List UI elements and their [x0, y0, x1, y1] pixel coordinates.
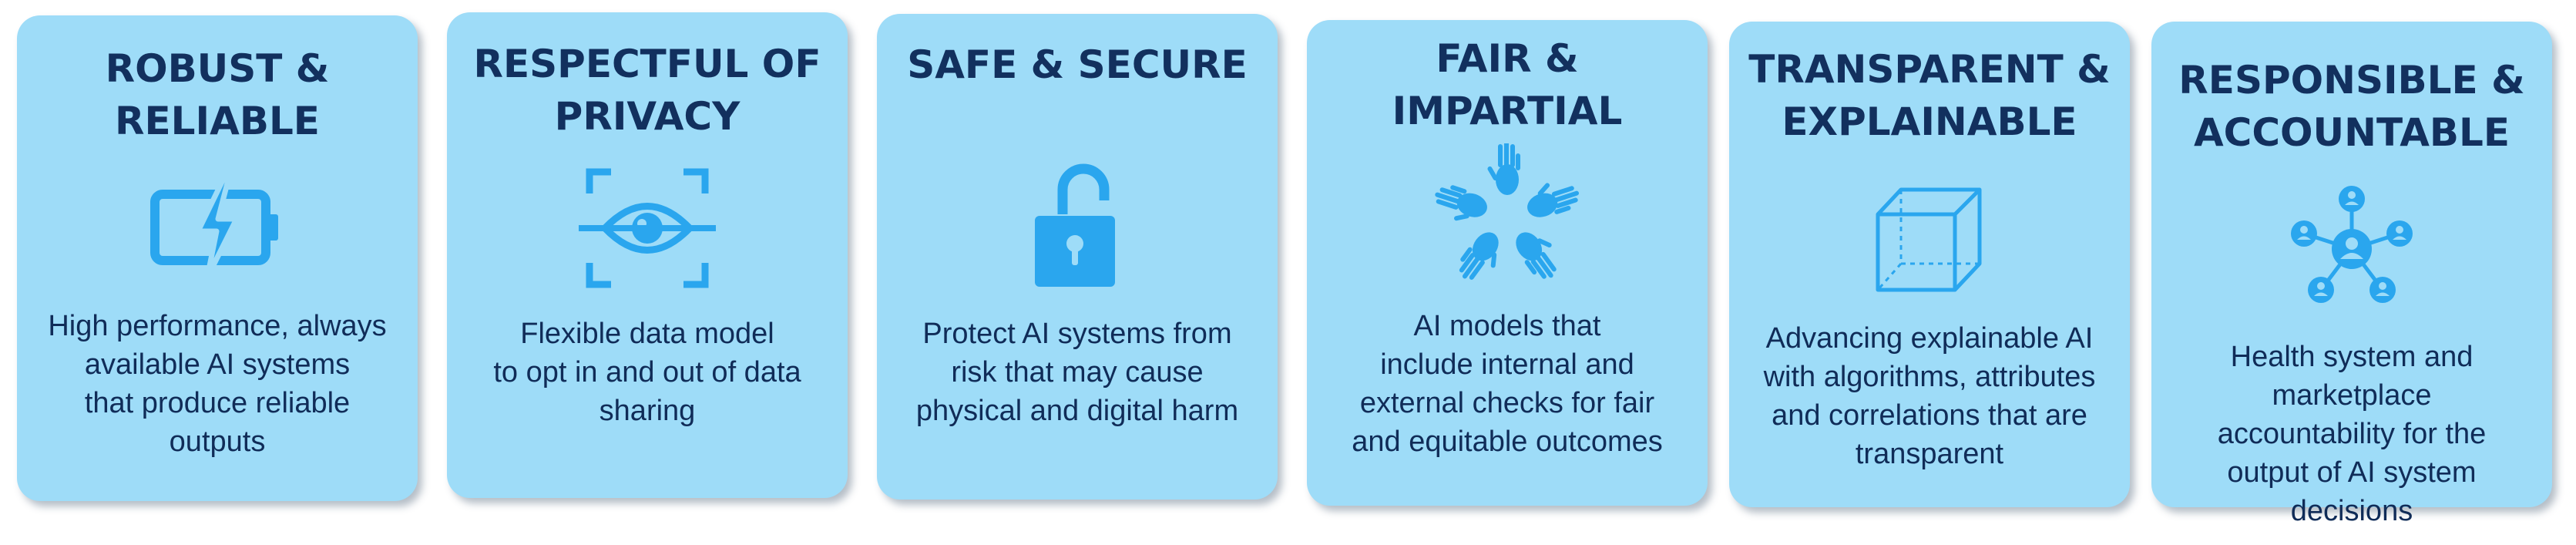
- card-description: Advancing explainable AI with algorithms…: [1763, 322, 2096, 470]
- card-title: SAFE & SECURE: [907, 42, 1248, 87]
- card-description: Health system and marketplace accountabi…: [2217, 341, 2487, 527]
- card-title: TRANSPARENT & EXPLAINABLE: [1748, 47, 2111, 144]
- card-description: Protect AI systems from risk that may ca…: [915, 318, 1239, 427]
- card-transparent-explainable: TRANSPARENT & EXPLAINABLE Advancing expl…: [1729, 22, 2130, 507]
- card-respectful-of-privacy: RESPECTFUL OF PRIVACY Flexible data mode…: [447, 12, 848, 498]
- card-safe-secure: SAFE & SECURE Protect AI systems from ri…: [877, 14, 1278, 500]
- card-responsible-accountable: RESPONSIBLE & ACCOUNTABLE: [2151, 22, 2552, 527]
- unlocked-padlock-icon: [1004, 153, 1150, 299]
- card-description: High performance, always available AI sy…: [48, 310, 387, 458]
- card-description: AI models that include internal and exte…: [1352, 310, 1663, 458]
- card-title: RESPECTFUL OF PRIVACY: [473, 42, 821, 139]
- transparent-cube-icon: [1856, 168, 2003, 315]
- card-title: ROBUST & RELIABLE: [105, 46, 330, 143]
- card-title: RESPONSIBLE & ACCOUNTABLE: [2178, 58, 2525, 155]
- people-network-icon: [2279, 176, 2425, 322]
- joined-hands-icon: [1434, 143, 1580, 290]
- battery-charging-icon: [144, 154, 291, 301]
- card-title: FAIR & IMPARTIAL: [1392, 36, 1623, 133]
- card-fair-impartial: FAIR & IMPARTIAL: [1307, 20, 1708, 506]
- eye-scan-icon: [574, 155, 720, 301]
- card-description: Flexible data model to opt in and out of…: [493, 318, 801, 427]
- card-robust-reliable: ROBUST & RELIABLE High performance, alwa…: [17, 15, 418, 501]
